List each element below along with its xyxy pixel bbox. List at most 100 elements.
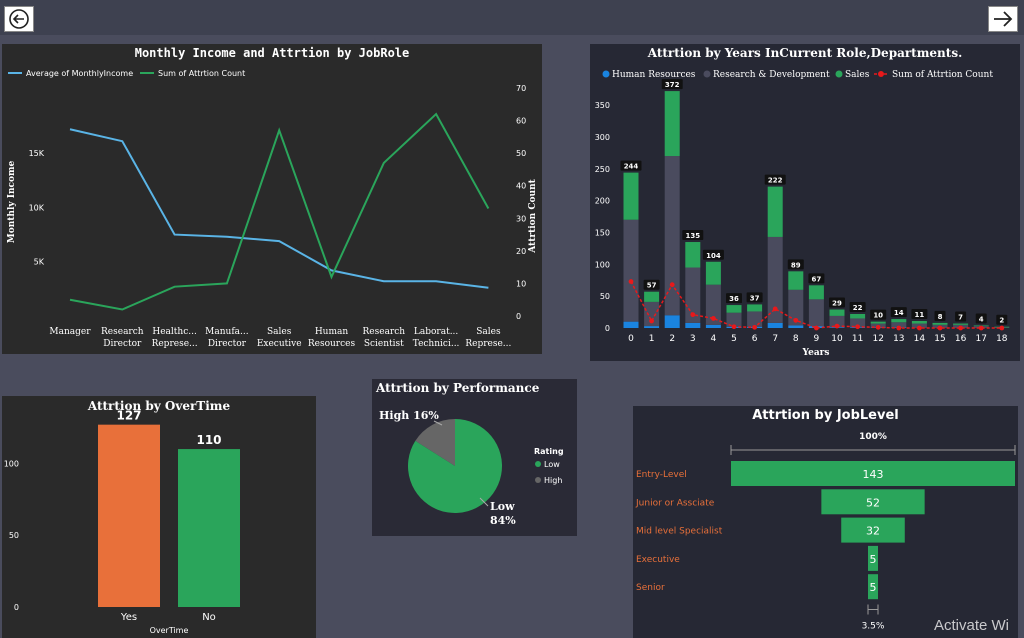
y-tick-label: 0 <box>14 603 19 612</box>
attrition-point <box>834 323 840 329</box>
data-label-bg <box>764 174 786 185</box>
attrition-point <box>999 325 1005 331</box>
legend-label: Human Resources <box>612 70 696 80</box>
attrition-point <box>875 324 881 330</box>
overtime-bar-panel: Attrtion by OverTime 0 50 100 127 Yes 110 No Ov… <box>2 396 316 638</box>
x-axis-title: OverTime <box>150 626 189 635</box>
forward-button[interactable] <box>988 6 1018 32</box>
y-right-axis-title: Attrtion Count <box>528 178 538 253</box>
x-tick-label: 1 <box>649 334 655 344</box>
y-right-tick-label: 20 <box>516 247 526 256</box>
funnel-value: 5 <box>870 581 877 594</box>
y-right-tick-label: 30 <box>516 214 526 223</box>
slice-label: High 16% <box>379 409 439 422</box>
legend-label: Sum of Attrtion Count <box>892 70 993 80</box>
data-label-bg <box>620 160 642 171</box>
performance-pie-panel: Attrtion by Performance High 16% Low 84% Ra… <box>372 379 577 536</box>
bar-segment <box>870 321 886 324</box>
data-label: 4 <box>979 315 984 323</box>
x-tick-label: 15 <box>934 334 945 344</box>
bar-segment <box>850 318 866 328</box>
y-tick-label: 250 <box>595 165 610 174</box>
funnel-category-label: Senior <box>636 583 665 593</box>
income-attrition-line-chart: Average of MonthlyIncome Sum of Attrtion … <box>7 69 538 349</box>
funnel-bar <box>868 574 878 600</box>
y-axis-title: Monthly Income <box>7 160 17 243</box>
bar-segment <box>685 322 701 328</box>
attrition-point <box>793 317 799 323</box>
data-label-bg <box>849 301 866 312</box>
years-role-stacked-bar-chart: Human Resources Research & Development Sal… <box>595 70 1010 358</box>
y-right-tick-label: 50 <box>516 149 526 158</box>
joblevel-funnel-chart: 100% 143 Entry-Level 52 Junior or Assciate 32… <box>635 432 1016 632</box>
pie-slice <box>415 419 455 466</box>
data-label: 22 <box>853 304 863 312</box>
slice-label: Low <box>490 500 515 513</box>
bar-segment <box>788 271 804 290</box>
legend-marker <box>835 70 843 78</box>
x-tick-label: 12 <box>872 334 883 344</box>
bar-segment <box>767 236 783 323</box>
bar <box>98 424 160 607</box>
y-tick-label: 50 <box>9 531 19 540</box>
bar-segment <box>705 261 721 285</box>
y-tick-label: 10K <box>29 203 45 212</box>
attrition-point <box>649 318 654 324</box>
attrition-point <box>731 324 737 330</box>
bar <box>178 449 240 607</box>
attrition-point <box>814 325 819 331</box>
x-tick-label: 16 <box>955 334 967 344</box>
x-tick-label: 14 <box>914 334 926 344</box>
bar-segment <box>808 285 824 300</box>
x-tick-label: Yes <box>120 612 137 623</box>
y-tick-label: 300 <box>595 133 610 142</box>
bar-segment <box>644 291 660 302</box>
bar-segment <box>891 319 907 323</box>
back-button[interactable] <box>4 6 34 32</box>
x-tick-label: Sales <box>476 327 501 337</box>
data-label: 11 <box>915 311 925 319</box>
data-label-bg <box>702 249 724 260</box>
y-right-tick-label: 10 <box>516 279 526 288</box>
x-tick-label: Manufa... <box>205 327 249 337</box>
data-label: 67 <box>812 275 822 283</box>
attrition-point <box>896 325 902 331</box>
attrition-point <box>690 312 696 318</box>
y-tick-label: 15K <box>29 149 45 158</box>
joblevel-funnel-panel: Attrtion by JobLevel 100% 143 Entry-Level 5… <box>633 406 1018 638</box>
x-tick-label: Technici... <box>413 339 460 349</box>
bar-segment <box>767 186 783 237</box>
funnel-bar <box>731 461 1015 486</box>
chart-title: Monthly Income and Attrtion by JobRole <box>134 46 410 60</box>
legend-marker <box>602 70 610 78</box>
attrition-point <box>752 324 757 330</box>
x-tick-label: Manager <box>49 327 91 337</box>
funnel-category-label: Executive <box>636 555 680 565</box>
bar-segment <box>664 156 680 316</box>
bar-segment <box>726 312 742 327</box>
funnel-category-label: Junior or Assciate <box>635 498 715 508</box>
legend-marker <box>535 477 541 483</box>
legend-title: Rating <box>534 447 564 456</box>
funnel-value: 32 <box>866 525 880 538</box>
leader-line <box>433 420 443 426</box>
data-label: 10 <box>873 312 883 320</box>
x-tick-label: 10 <box>831 334 843 344</box>
x-tick-label: 9 <box>814 334 820 344</box>
data-label: 37 <box>750 294 760 302</box>
data-label-bg <box>870 309 887 320</box>
data-label: 244 <box>624 163 639 171</box>
forward-arrow-icon <box>994 11 1013 27</box>
y-right-tick-label: 0 <box>516 312 521 321</box>
y-tick-label: 100 <box>4 459 19 468</box>
bar-segment <box>911 320 927 324</box>
y-tick-label: 350 <box>595 101 610 110</box>
x-tick-label: 2 <box>669 334 675 344</box>
x-tick-label: Laborat... <box>414 327 459 337</box>
bar-segment <box>623 321 639 328</box>
legend-label: Sales <box>845 70 870 80</box>
chart-title: Attrtion by OverTime <box>87 399 231 413</box>
data-label: 127 <box>116 409 141 423</box>
attrition-point <box>772 306 778 312</box>
y-right-tick-label: 40 <box>516 182 526 191</box>
